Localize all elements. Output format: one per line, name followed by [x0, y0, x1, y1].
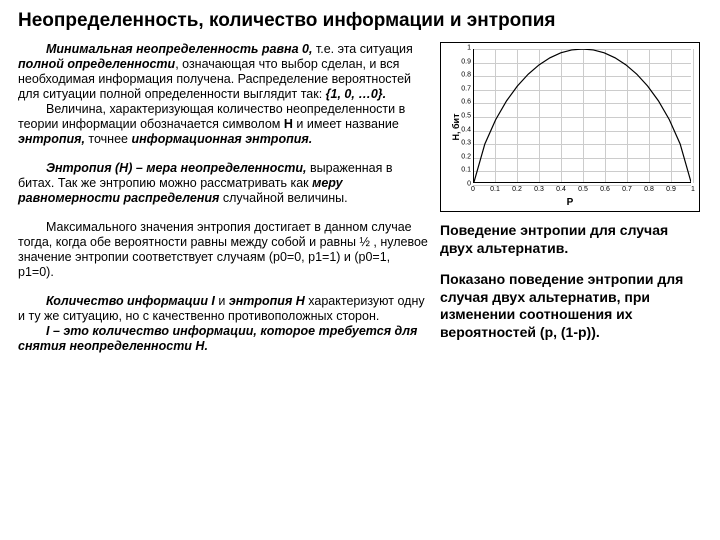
left-column: Минимальная неопределенность равна 0, т.… — [18, 42, 428, 368]
p6-a: I – это количество информации, которое т… — [18, 324, 417, 353]
p4-a: Максимального значения энтропия достигае… — [18, 220, 428, 279]
p2-c: и имеет название — [293, 117, 399, 131]
p5-c: энтропия H — [229, 294, 305, 308]
p2-f: информационная энтропия. — [131, 132, 312, 146]
p2-b: H — [284, 117, 293, 131]
page-title: Неопределенность, количество информации … — [18, 10, 702, 32]
p2-e: точнее — [85, 132, 132, 146]
right-column: H, бит P 00.10.20.30.40.50.60.70.80.9100… — [440, 42, 702, 368]
p1-c: полной определенности — [18, 57, 175, 71]
para-2: Величина, характеризующая количество нео… — [18, 102, 428, 147]
right-para-1: Поведение энтропии для случая двух альте… — [440, 222, 702, 257]
para-5: Количество информации I и энтропия H хар… — [18, 294, 428, 324]
p1-b: т.е. эта ситуация — [312, 42, 412, 56]
p1-e: {1, 0, …0}. — [326, 87, 386, 101]
chart-xlabel: P — [567, 197, 574, 210]
chart-inner — [473, 49, 691, 183]
p1-a: Минимальная неопределенность равна 0, — [46, 42, 312, 56]
right-para-2: Показано поведение энтропии для случая д… — [440, 271, 702, 341]
entropy-chart: H, бит P 00.10.20.30.40.50.60.70.80.9100… — [440, 42, 700, 212]
p5-b: и — [215, 294, 229, 308]
chart-curve — [474, 49, 691, 182]
para-3: Энтропия (H) – мера неопределенности, вы… — [18, 161, 428, 206]
para-4: Максимального значения энтропия достигае… — [18, 220, 428, 280]
p3-a: Энтропия (H) – мера неопределенности, — [46, 161, 307, 175]
para-1: Минимальная неопределенность равна 0, т.… — [18, 42, 428, 102]
p3-d: случайной величины. — [219, 191, 347, 205]
p5-a: Количество информации I — [46, 294, 215, 308]
p2-d: энтропия, — [18, 132, 85, 146]
content-columns: Минимальная неопределенность равна 0, т.… — [18, 42, 702, 368]
para-6: I – это количество информации, которое т… — [18, 324, 428, 354]
